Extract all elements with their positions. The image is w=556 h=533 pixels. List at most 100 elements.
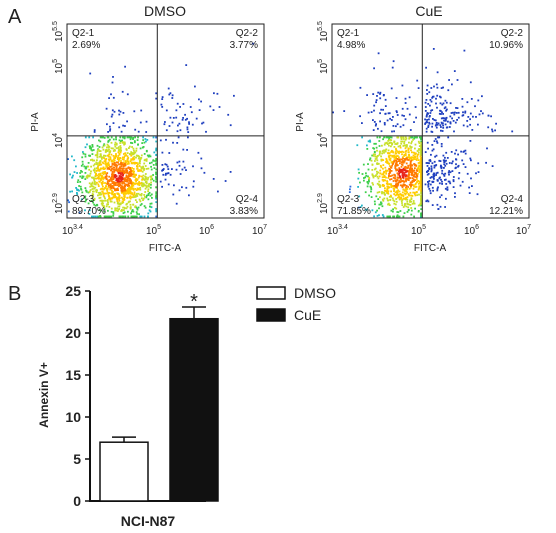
- event-dot: [375, 157, 378, 160]
- event-dot: [146, 194, 148, 197]
- event-dot: [402, 151, 405, 154]
- x-tick-label: 107: [516, 224, 531, 237]
- event-dot: [96, 203, 98, 206]
- event-dot: [471, 185, 473, 187]
- event-dot: [418, 187, 420, 190]
- event-dot: [487, 114, 490, 117]
- event-dot: [407, 179, 410, 181]
- event-dot: [104, 192, 106, 195]
- event-dot: [81, 191, 84, 194]
- event-dot: [123, 143, 125, 146]
- event-dot: [382, 179, 385, 181]
- event-dot: [464, 149, 467, 152]
- event-dot: [444, 119, 447, 122]
- event-dot: [144, 191, 147, 193]
- event-dot: [380, 202, 383, 205]
- event-dot: [140, 166, 143, 169]
- event-dot: [448, 170, 451, 172]
- event-dot: [186, 128, 189, 131]
- event-dot: [414, 207, 416, 210]
- event-dot: [84, 209, 86, 212]
- event-dot: [369, 157, 372, 160]
- event-dot: [442, 113, 444, 115]
- event-dot: [441, 169, 444, 172]
- y-tick-label: 10: [65, 409, 81, 425]
- event-dot: [379, 93, 381, 95]
- event-dot: [382, 172, 385, 175]
- event-dot: [491, 165, 494, 167]
- event-dot: [390, 136, 393, 139]
- event-dot: [412, 191, 415, 194]
- event-dot: [149, 210, 152, 213]
- x-category-label: NCI-N87: [121, 513, 176, 529]
- event-dot: [147, 194, 150, 196]
- event-dot: [377, 127, 379, 130]
- event-dot: [102, 136, 104, 139]
- event-dot: [75, 165, 77, 168]
- event-dot: [98, 168, 100, 171]
- event-dot: [417, 151, 420, 154]
- event-dot: [133, 191, 136, 194]
- event-dot: [409, 136, 412, 139]
- event-dot: [393, 185, 396, 187]
- event-dot: [395, 157, 397, 160]
- event-dot: [445, 159, 447, 162]
- event-dot: [91, 215, 93, 218]
- event-dot: [415, 174, 418, 177]
- event-dot: [111, 171, 114, 174]
- event-dot: [425, 66, 427, 69]
- event-dot: [112, 150, 115, 152]
- event-dot: [103, 210, 106, 213]
- event-dot: [418, 164, 421, 167]
- event-dot: [454, 121, 457, 124]
- event-dot: [89, 72, 92, 75]
- event-dot: [67, 199, 69, 202]
- event-dot: [397, 164, 399, 167]
- event-dot: [398, 195, 400, 198]
- event-dot: [430, 109, 432, 112]
- event-dot: [383, 94, 385, 96]
- event-dot: [155, 215, 158, 218]
- event-dot: [401, 161, 404, 164]
- event-dot: [134, 128, 137, 131]
- event-dot: [101, 183, 104, 186]
- event-dot: [442, 117, 444, 119]
- event-dot: [441, 130, 444, 132]
- event-dot: [139, 187, 142, 189]
- event-dot: [430, 167, 433, 170]
- event-dot: [117, 155, 120, 157]
- event-dot: [401, 84, 404, 87]
- event-dot: [396, 114, 399, 116]
- event-dot: [403, 142, 406, 145]
- event-dot: [408, 154, 411, 157]
- event-dot: [400, 180, 402, 183]
- y-tick-label: 5: [73, 451, 81, 467]
- bar-marks: [99, 306, 219, 502]
- event-dot: [419, 155, 422, 158]
- event-dot: [108, 206, 111, 208]
- event-dot: [396, 161, 398, 163]
- event-dot: [397, 151, 399, 153]
- event-dot: [93, 129, 96, 131]
- event-dot: [435, 172, 438, 175]
- event-dot: [425, 127, 428, 130]
- event-dot: [372, 119, 374, 121]
- event-dot: [118, 170, 121, 173]
- event-dot: [416, 79, 419, 82]
- event-dot: [117, 196, 120, 199]
- event-dot: [408, 176, 410, 179]
- event-dot: [165, 109, 168, 112]
- event-dot: [451, 170, 454, 172]
- event-dot: [394, 175, 397, 177]
- event-dot: [122, 167, 124, 170]
- event-dot: [378, 153, 381, 156]
- event-dot: [451, 162, 453, 165]
- event-dot: [201, 122, 203, 125]
- event-dot: [81, 170, 83, 173]
- event-dot: [126, 190, 129, 193]
- event-dot: [106, 188, 109, 190]
- event-dot: [120, 165, 123, 168]
- event-dot: [456, 119, 458, 121]
- event-dot: [397, 211, 400, 214]
- event-dot: [385, 161, 387, 163]
